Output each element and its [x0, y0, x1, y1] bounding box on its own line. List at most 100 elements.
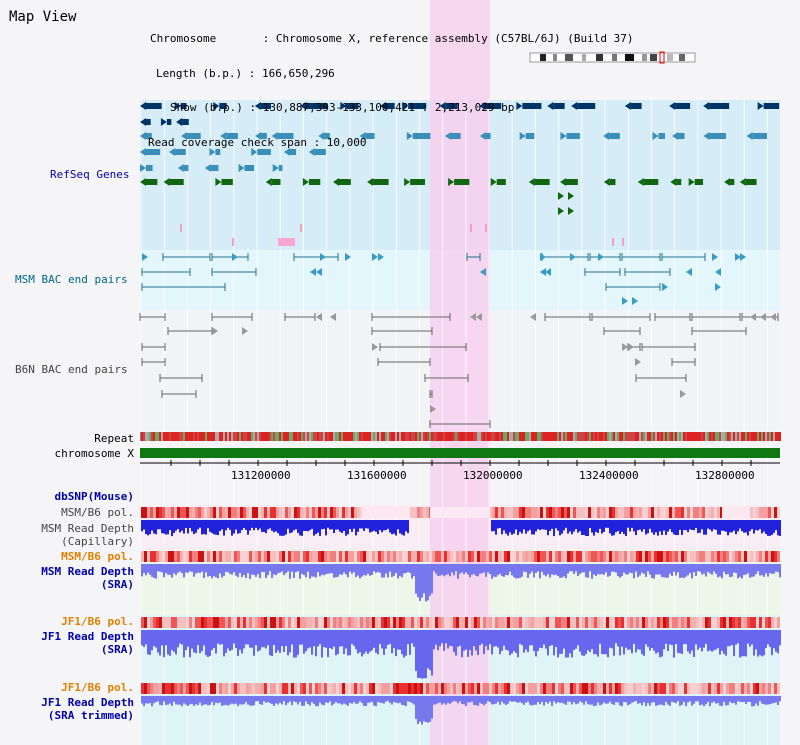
- depth-bar: [653, 564, 655, 579]
- depth-bar: [669, 696, 671, 706]
- depth-bar: [453, 696, 455, 701]
- repeat-mark: [443, 432, 445, 441]
- pol-mark: [222, 617, 225, 628]
- pol-mark: [507, 551, 510, 562]
- repeat-mark: [221, 432, 223, 441]
- pol-mark: [309, 507, 312, 518]
- repeat-mark: [621, 432, 623, 441]
- pol-mark: [378, 551, 381, 562]
- depth-bar: [199, 564, 201, 573]
- depth-bar: [413, 630, 415, 647]
- track-label-jf1-depth-sra-line1: JF1 Read Depth: [41, 630, 134, 643]
- track-label-dbsnp[interactable]: dbSNP(Mouse): [54, 490, 134, 503]
- depth-bar: [501, 630, 503, 651]
- depth-bar: [525, 520, 527, 534]
- depth-bar: [719, 564, 721, 577]
- repeat-mark: [299, 432, 301, 441]
- depth-bar: [641, 564, 643, 573]
- depth-bar: [253, 630, 255, 656]
- depth-bar: [297, 520, 299, 533]
- repeat-mark: [165, 432, 167, 441]
- pol-mark: [498, 507, 501, 518]
- depth-bar: [539, 696, 541, 705]
- gene-arrow: [404, 178, 411, 186]
- depth-bar: [549, 630, 551, 647]
- repeat-mark: [337, 432, 339, 441]
- depth-bar: [285, 696, 287, 706]
- pol-mark: [351, 683, 354, 694]
- gene-block: [226, 133, 238, 139]
- repeat-mark: [601, 432, 603, 441]
- gene-block: [169, 179, 184, 185]
- depth-bar: [263, 564, 265, 572]
- depth-bar: [251, 520, 253, 528]
- depth-bar: [529, 520, 531, 530]
- pol-mark: [654, 683, 657, 694]
- depth-bar: [767, 564, 769, 577]
- pol-mark: [666, 683, 669, 694]
- depth-bar: [279, 696, 281, 703]
- depth-bar: [767, 696, 769, 705]
- depth-bar: [627, 696, 629, 706]
- repeat-mark: [543, 432, 545, 441]
- track-label-refseq[interactable]: RefSeq Genes: [50, 168, 130, 181]
- pol-mark: [624, 617, 627, 628]
- pol-mark: [228, 683, 231, 694]
- depth-bar: [315, 696, 317, 707]
- depth-bar: [697, 564, 699, 572]
- depth-bar: [669, 520, 671, 530]
- depth-bar: [309, 696, 311, 706]
- track-label-msm-bac[interactable]: MSM BAC end pairs: [15, 273, 128, 286]
- depth-bar: [401, 696, 403, 705]
- depth-bar: [745, 630, 747, 657]
- depth-bar: [545, 630, 547, 649]
- repeat-mark: [179, 432, 181, 441]
- repeat-mark: [201, 432, 203, 441]
- depth-bar: [535, 520, 537, 532]
- depth-bar: [541, 564, 543, 572]
- depth-bar: [309, 564, 311, 579]
- depth-bar: [677, 630, 679, 653]
- track-label-b6n-bac[interactable]: B6N BAC end pairs: [15, 363, 128, 376]
- depth-bar: [383, 520, 385, 531]
- repeat-mark: [533, 432, 535, 441]
- depth-bar: [549, 564, 551, 578]
- pol-mark: [273, 507, 276, 518]
- depth-bar: [371, 520, 373, 532]
- depth-bar: [751, 564, 753, 577]
- depth-bar: [753, 630, 755, 656]
- depth-bar: [257, 564, 259, 575]
- depth-bar: [559, 520, 561, 536]
- gene-arrow: [242, 327, 248, 335]
- depth-bar: [663, 564, 665, 578]
- gene-arrow: [402, 102, 409, 110]
- pol-mark: [720, 551, 723, 562]
- depth-bar: [627, 564, 629, 575]
- pol-mark: [186, 551, 189, 562]
- repeat-mark: [391, 432, 393, 441]
- pol-mark: [267, 683, 270, 694]
- depth-bar: [391, 564, 393, 578]
- pol-mark: [546, 507, 549, 518]
- ideogram-band: [582, 54, 586, 61]
- depth-bar: [703, 564, 705, 574]
- depth-bar: [495, 696, 497, 704]
- pol-mark: [720, 683, 723, 694]
- depth-bar: [141, 630, 143, 646]
- depth-bar: [203, 520, 205, 535]
- repeat-mark: [497, 432, 499, 441]
- repeat-mark: [257, 432, 259, 441]
- repeat-mark: [679, 432, 681, 441]
- pol-mark: [291, 617, 294, 628]
- repeat-mark: [673, 432, 675, 441]
- gene-arrow: [142, 253, 148, 261]
- depth-bar: [745, 520, 747, 533]
- depth-bar: [429, 630, 431, 671]
- depth-bar: [703, 630, 705, 648]
- depth-bar: [535, 564, 537, 573]
- pol-mark: [615, 551, 618, 562]
- depth-bar: [305, 520, 307, 532]
- pol-mark: [363, 551, 366, 562]
- depth-bar: [235, 696, 237, 704]
